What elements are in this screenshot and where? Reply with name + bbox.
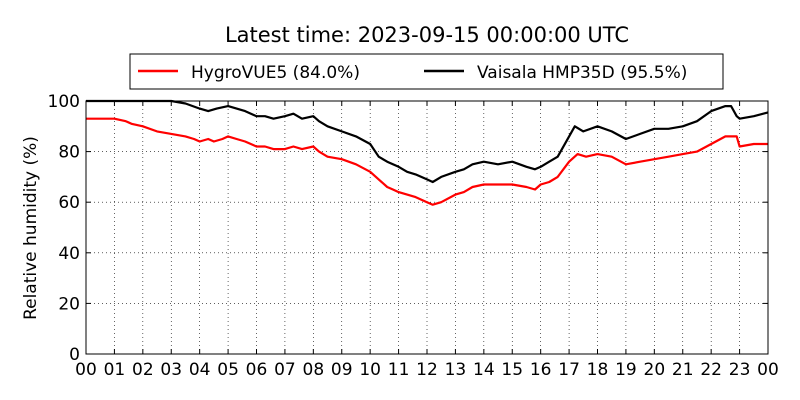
grid — [86, 101, 768, 354]
x-tick-label: 03 — [160, 360, 182, 380]
y-tick-label: 80 — [58, 143, 80, 163]
x-tick-label: 18 — [587, 360, 609, 380]
x-tick-label: 22 — [700, 360, 722, 380]
x-tick-label: 08 — [303, 360, 325, 380]
ticks — [85, 100, 769, 355]
x-tick-label: 00 — [757, 360, 779, 380]
x-tick-label: 23 — [729, 360, 751, 380]
x-tick-label: 12 — [416, 360, 438, 380]
x-tick-label: 06 — [246, 360, 268, 380]
x-tick-label: 05 — [217, 360, 239, 380]
y-tick-label: 100 — [48, 92, 80, 112]
x-tick-label: 19 — [615, 360, 637, 380]
y-tick-label: 0 — [69, 345, 80, 365]
x-tick-label: 07 — [274, 360, 296, 380]
y-axis-label: Relative humidity (%) — [21, 136, 41, 320]
x-tick-label: 17 — [558, 360, 580, 380]
x-tick-label: 13 — [445, 360, 467, 380]
legend-label-hygrovue5: HygroVUE5 (84.0%) — [191, 63, 360, 83]
legend-label-vaisala: Vaisala HMP35D (95.5%) — [477, 63, 687, 83]
x-tick-label: 09 — [331, 360, 353, 380]
series-line-1 — [86, 99, 769, 184]
legend: HygroVUE5 (84.0%) Vaisala HMP35D (95.5%) — [129, 53, 724, 90]
x-tick-label: 01 — [104, 360, 126, 380]
y-tick-label: 20 — [58, 294, 80, 314]
x-tick-label: 21 — [672, 360, 694, 380]
x-tick-label: 16 — [530, 360, 552, 380]
x-tick-label: 02 — [132, 360, 154, 380]
x-tick-label: 10 — [359, 360, 381, 380]
chart-title: Latest time: 2023-09-15 00:00:00 UTC — [225, 23, 629, 47]
x-tick-label: 04 — [189, 360, 211, 380]
series-line-0 — [86, 117, 768, 206]
x-tick-label: 15 — [501, 360, 523, 380]
x-tick-label: 14 — [473, 360, 495, 380]
tick-labels: 00 01 02 03 04 05 06 07 08 09 10 11 12 13 14 15 16 17 18 19… — [48, 92, 779, 380]
x-tick-label: 00 — [75, 360, 97, 380]
x-tick-label: 11 — [388, 360, 410, 380]
x-tick-label: 20 — [644, 360, 666, 380]
y-tick-label: 60 — [58, 193, 80, 213]
plot-frame — [85, 100, 769, 355]
y-tick-label: 40 — [58, 244, 80, 264]
series-group — [86, 99, 769, 206]
